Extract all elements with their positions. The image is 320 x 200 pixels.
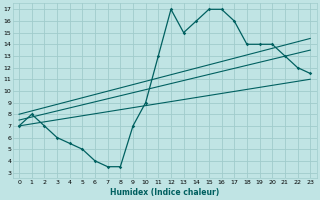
- X-axis label: Humidex (Indice chaleur): Humidex (Indice chaleur): [110, 188, 219, 197]
